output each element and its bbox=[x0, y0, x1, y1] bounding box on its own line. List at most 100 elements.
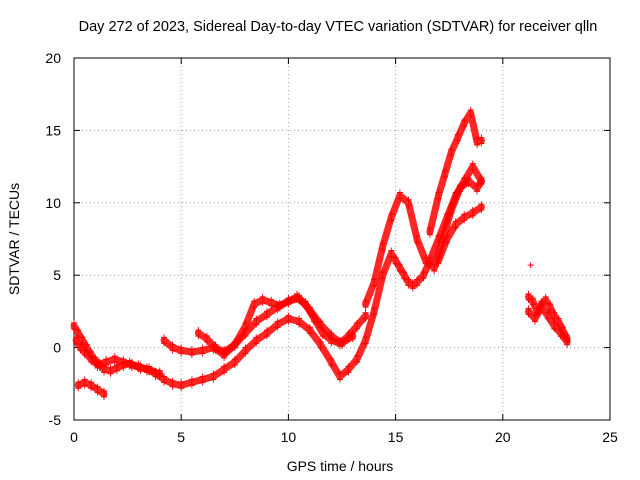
data-point-marker bbox=[362, 298, 369, 305]
data-point-marker bbox=[169, 377, 176, 384]
data-point-marker bbox=[478, 207, 485, 214]
x-tick-label: 20 bbox=[495, 429, 511, 445]
data-point-marker bbox=[317, 338, 324, 345]
data-point-marker bbox=[379, 269, 386, 276]
data-point-marker bbox=[88, 359, 95, 366]
data-point-marker bbox=[169, 341, 176, 348]
data-point-marker bbox=[388, 247, 395, 254]
data-point-marker bbox=[531, 312, 538, 319]
data-point-marker bbox=[551, 319, 558, 326]
data-point-marker bbox=[467, 107, 474, 114]
data-point-marker bbox=[469, 166, 476, 173]
data-point-marker bbox=[242, 350, 249, 357]
data-point-marker bbox=[146, 363, 153, 370]
data-point-marker bbox=[564, 341, 571, 348]
series-arc-1 bbox=[70, 160, 485, 392]
data-point-marker bbox=[268, 296, 275, 303]
data-point-marker bbox=[452, 224, 459, 231]
chart-title: Day 272 of 2023, Sidereal Day-to-day VTE… bbox=[79, 19, 598, 35]
data-point-marker bbox=[120, 356, 127, 363]
grid bbox=[74, 58, 610, 420]
data-point-marker bbox=[544, 315, 551, 322]
data-point-marker bbox=[328, 340, 335, 347]
data-point-marker bbox=[529, 295, 536, 302]
series-sdtvar bbox=[70, 107, 571, 400]
data-point-marker bbox=[120, 362, 127, 369]
data-point-marker bbox=[188, 382, 195, 389]
data-point-marker bbox=[221, 351, 228, 358]
data-point-marker bbox=[81, 351, 88, 358]
data-point-marker bbox=[75, 385, 82, 392]
data-point-marker bbox=[392, 254, 399, 261]
data-point-marker bbox=[328, 356, 335, 363]
data-point-marker bbox=[551, 325, 558, 332]
data-point-marker bbox=[81, 345, 88, 352]
data-point-marker bbox=[285, 312, 292, 319]
data-point-marker bbox=[542, 293, 549, 300]
data-point-marker bbox=[178, 385, 185, 392]
data-point-marker bbox=[435, 195, 442, 202]
y-tick-label: -5 bbox=[49, 412, 62, 428]
data-point-marker bbox=[441, 173, 448, 180]
data-point-marker bbox=[81, 382, 88, 389]
data-point-marker bbox=[454, 131, 461, 138]
data-point-marker bbox=[328, 362, 335, 369]
data-point-marker bbox=[336, 370, 343, 377]
data-point-marker bbox=[426, 231, 433, 238]
data-point-marker bbox=[188, 345, 195, 352]
data-point-marker bbox=[94, 389, 101, 396]
data-point-marker bbox=[306, 324, 313, 331]
data-point-marker bbox=[169, 347, 176, 354]
data-point-marker bbox=[302, 298, 309, 305]
data-point-marker bbox=[461, 123, 468, 130]
series-arc-3 bbox=[74, 376, 108, 400]
data-point-marker bbox=[73, 340, 80, 347]
series-arc-10 bbox=[525, 301, 571, 348]
data-point-marker bbox=[456, 188, 463, 195]
data-point-marker bbox=[371, 311, 378, 318]
data-point-marker bbox=[276, 305, 283, 312]
data-point-marker bbox=[474, 135, 481, 142]
data-point-marker bbox=[362, 315, 369, 322]
data-point-marker bbox=[293, 296, 300, 303]
data-point-marker bbox=[88, 353, 95, 360]
data-point-marker bbox=[388, 253, 395, 260]
data-point-marker bbox=[113, 367, 120, 374]
y-tick-label: 10 bbox=[45, 195, 61, 211]
data-point-marker bbox=[435, 189, 442, 196]
data-point-marker bbox=[169, 383, 176, 390]
data-point-marker bbox=[420, 269, 427, 276]
data-point-marker bbox=[199, 344, 206, 351]
data-point-marker bbox=[401, 275, 408, 282]
data-point-marker bbox=[311, 312, 318, 319]
data-point-marker bbox=[259, 299, 266, 306]
data-point-marker bbox=[336, 343, 343, 350]
data-point-marker bbox=[212, 341, 219, 348]
data-point-marker bbox=[268, 302, 275, 309]
data-point-marker bbox=[263, 333, 270, 340]
data-point-marker bbox=[405, 196, 412, 203]
data-point-marker bbox=[478, 134, 485, 141]
series-band bbox=[72, 336, 164, 378]
data-point-marker bbox=[103, 356, 110, 363]
data-point-marker bbox=[75, 327, 82, 334]
x-tick-label: 15 bbox=[388, 429, 404, 445]
data-point-marker bbox=[199, 373, 206, 380]
data-point-marker bbox=[555, 315, 562, 322]
data-point-marker bbox=[156, 373, 163, 380]
data-point-marker bbox=[414, 282, 421, 289]
data-point-marker bbox=[396, 189, 403, 196]
data-point-marker bbox=[88, 385, 95, 392]
data-point-marker bbox=[178, 344, 185, 351]
data-point-marker bbox=[448, 204, 455, 211]
data-point-marker bbox=[274, 318, 281, 325]
series-arc-5 bbox=[194, 290, 370, 358]
data-point-marker bbox=[426, 225, 433, 232]
data-point-marker bbox=[263, 314, 270, 321]
data-point-marker bbox=[405, 282, 412, 289]
data-point-marker bbox=[195, 327, 202, 334]
data-point-marker bbox=[94, 383, 101, 390]
data-point-marker bbox=[448, 210, 455, 217]
data-point-marker bbox=[474, 188, 481, 195]
